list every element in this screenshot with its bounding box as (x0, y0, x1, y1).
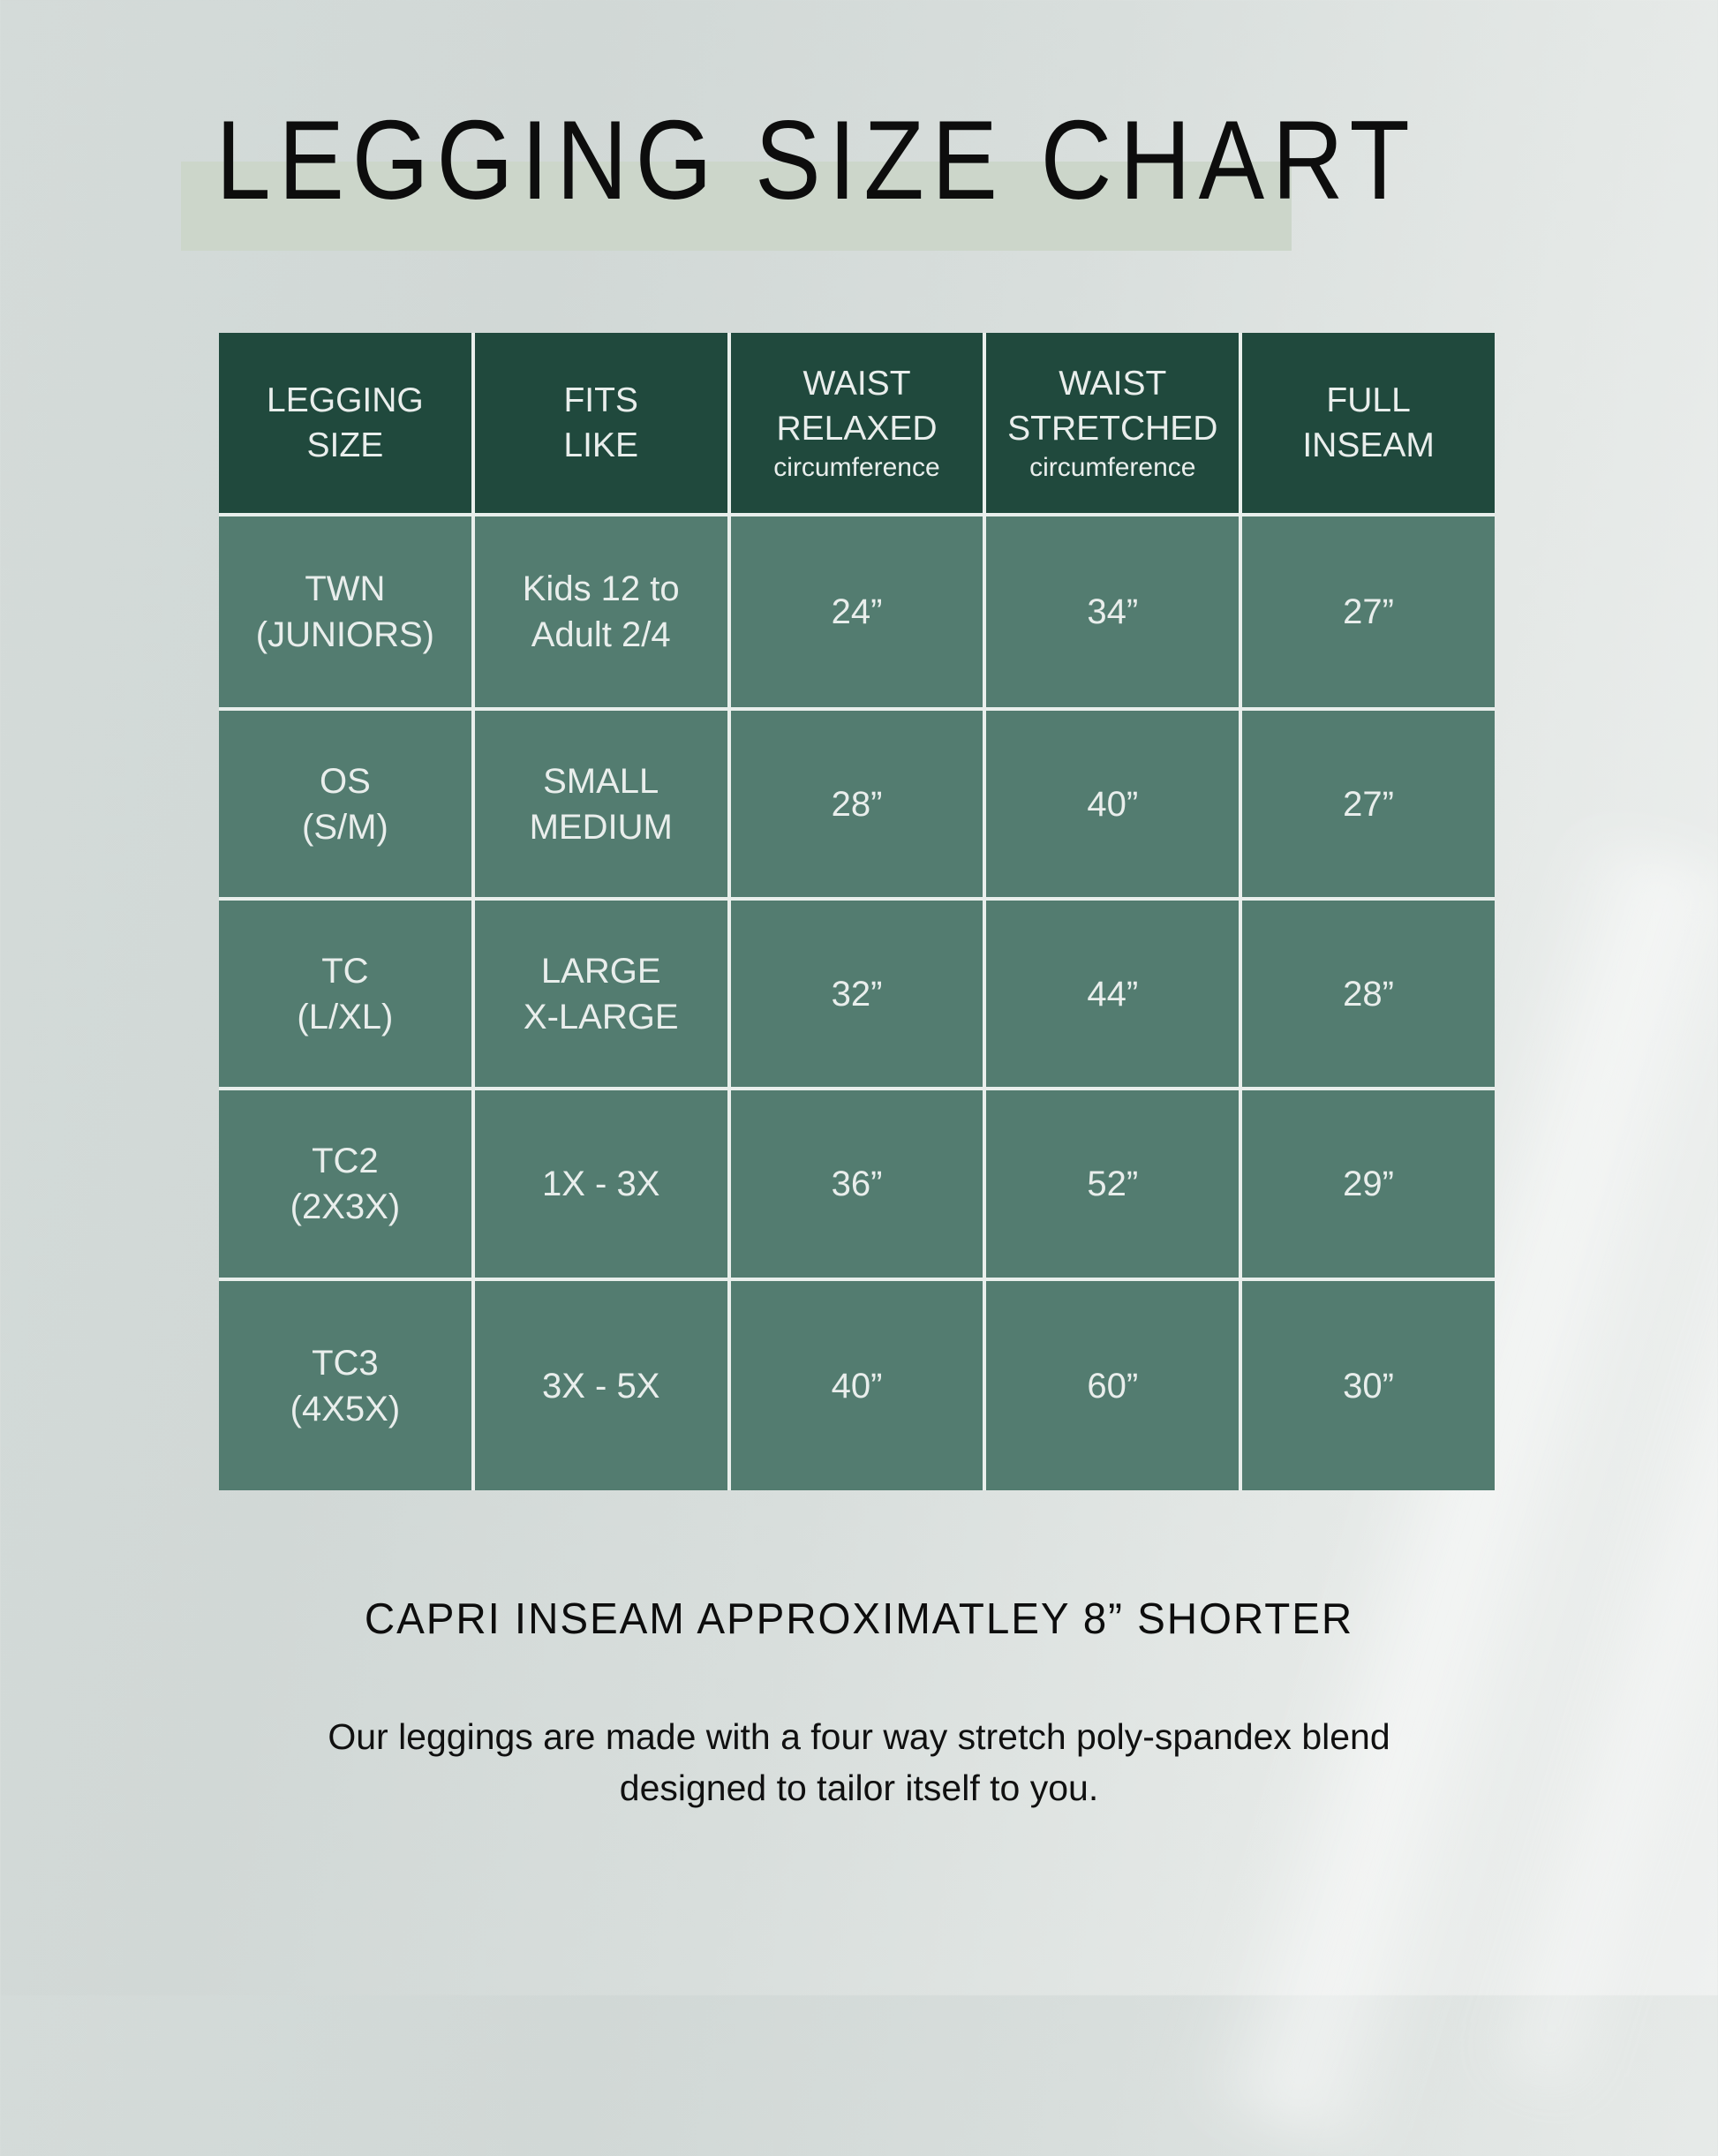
cell-text-line: TWN (305, 569, 386, 608)
header-subline: circumference (773, 453, 940, 482)
cell-fits-like: SMALL MEDIUM (474, 711, 727, 897)
cell-legging-size: TC (L/XL) (219, 901, 471, 1087)
cell-text-line: Kids 12 to (522, 569, 680, 608)
cell-text-line: TC2 (312, 1142, 379, 1180)
header-line: STRETCHED (1007, 410, 1218, 448)
capri-inseam-note: CAPRI INSEAM APPROXIMATLEY 8” SHORTER (364, 1595, 1354, 1643)
header-line: LIKE (563, 426, 638, 464)
cell-text-line: (L/XL) (297, 997, 394, 1037)
header-line: INSEAM (1302, 426, 1435, 464)
cell-text-line: 34” (1087, 592, 1139, 631)
cell-full-inseam: 27” (1242, 516, 1495, 707)
column-header-full-inseam: FULL INSEAM (1242, 333, 1495, 513)
cell-waist-stretched: 52” (986, 1090, 1240, 1278)
header-line: FULL (1326, 381, 1411, 419)
cell-waist-stretched: 60” (986, 1281, 1240, 1490)
cell-waist-relaxed: 32” (730, 901, 983, 1087)
cell-legging-size: TC3 (4X5X) (219, 1281, 471, 1490)
fabric-description: Our leggings are made with a four way st… (0, 1711, 1718, 1813)
cell-text-line: 52” (1087, 1165, 1139, 1203)
cell-text-line: Adult 2/4 (531, 615, 671, 654)
cell-text-line: TC3 (312, 1343, 379, 1383)
cell-text-line: 27” (1343, 784, 1394, 824)
cell-text-line: 40” (1087, 784, 1139, 824)
cell-text-line: (4X5X) (290, 1389, 401, 1429)
cell-fits-like: LARGE X-LARGE (474, 901, 727, 1087)
cell-text-line: 3X - 5X (541, 1366, 660, 1406)
cell-text-line: 36” (831, 1165, 883, 1203)
fabric-description-line: Our leggings are made with a four way st… (328, 1716, 1390, 1757)
cell-fits-like: 3X - 5X (474, 1281, 727, 1490)
cell-fits-like: 1X - 3X (474, 1090, 727, 1278)
page-title: LEGGING SIZE CHART (215, 97, 1418, 222)
cell-text-line: 30” (1343, 1366, 1394, 1406)
header-line: LEGGING (267, 381, 424, 419)
cell-text-line: SMALL (543, 761, 659, 801)
cell-text-line: 28” (831, 784, 883, 824)
column-header-waist-stretched: WAIST STRETCHED circumference (986, 333, 1240, 513)
cell-text-line: 29” (1343, 1165, 1394, 1203)
cell-text-line: 44” (1087, 974, 1139, 1014)
header-line: WAIST (1059, 365, 1167, 403)
cell-full-inseam: 27” (1242, 711, 1495, 897)
cell-legging-size: OS (S/M) (219, 711, 471, 897)
cell-text-line: (JUNIORS) (255, 615, 434, 654)
cell-text-line: 28” (1343, 974, 1394, 1014)
column-header-legging-size: LEGGING SIZE (219, 333, 471, 513)
cell-text-line: TC (321, 951, 369, 991)
column-header-waist-relaxed: WAIST RELAXED circumference (730, 333, 983, 513)
light-streak (1477, 1046, 1718, 2097)
cell-waist-relaxed: 36” (730, 1090, 983, 1278)
cell-text-line: OS (320, 761, 371, 801)
title-highlight-bar (181, 162, 1292, 251)
cell-text-line: LARGE (540, 951, 661, 991)
cell-text-line: 60” (1087, 1366, 1139, 1406)
cell-text-line: (2X3X) (290, 1187, 401, 1226)
cell-text-line: MEDIUM (529, 807, 673, 847)
cell-waist-stretched: 40” (986, 711, 1240, 897)
cell-waist-relaxed: 28” (730, 711, 983, 897)
cell-waist-stretched: 34” (986, 516, 1240, 707)
cell-text-line: 27” (1343, 592, 1394, 631)
cell-full-inseam: 28” (1242, 901, 1495, 1087)
column-header-fits-like: FITS LIKE (474, 333, 727, 513)
header-subline: circumference (1029, 453, 1196, 482)
cell-fits-like: Kids 12 to Adult 2/4 (474, 516, 727, 707)
header-line: RELAXED (776, 410, 938, 448)
header-line: FITS (563, 381, 638, 419)
cell-legging-size: TWN (JUNIORS) (219, 516, 471, 707)
cell-waist-relaxed: 24” (730, 516, 983, 707)
cell-text-line: 40” (831, 1366, 883, 1406)
size-chart-table: LEGGING SIZE FITS LIKE WAIST RELAXED cir… (219, 333, 1495, 1490)
cell-full-inseam: 30” (1242, 1281, 1495, 1490)
cell-text-line: 24” (831, 592, 883, 631)
cell-waist-relaxed: 40” (730, 1281, 983, 1490)
cell-text-line: (S/M) (302, 807, 388, 847)
fabric-description-line: designed to tailor itself to you. (619, 1768, 1099, 1808)
cell-legging-size: TC2 (2X3X) (219, 1090, 471, 1278)
header-line: WAIST (802, 365, 911, 403)
header-line: SIZE (306, 426, 384, 464)
cell-waist-stretched: 44” (986, 901, 1240, 1087)
cell-full-inseam: 29” (1242, 1090, 1495, 1278)
cell-text-line: 1X - 3X (541, 1165, 660, 1203)
cell-text-line: 32” (831, 974, 883, 1014)
cell-text-line: X-LARGE (523, 997, 679, 1037)
